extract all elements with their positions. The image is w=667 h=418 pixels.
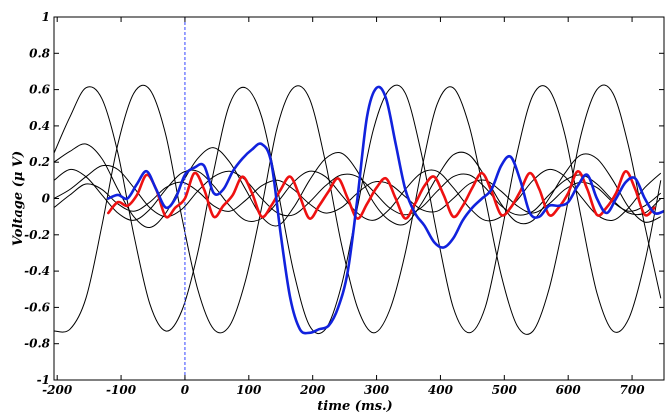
y-tick-label: 0.6 — [29, 83, 51, 97]
x-tick-label: 300 — [364, 383, 390, 397]
x-tick-label: 0 — [181, 383, 190, 397]
y-tick-label: 0.4 — [29, 119, 50, 133]
background-series-line-3 — [54, 143, 661, 229]
y-tick-label: 0.8 — [29, 46, 51, 60]
y-axis-label: Voltage (μ V) — [11, 151, 26, 246]
x-tick-label: -200 — [42, 383, 73, 397]
x-axis-label: time (ms.) — [317, 399, 392, 413]
y-tick-label: -0.8 — [24, 337, 51, 351]
background-series-group — [54, 84, 662, 335]
y-tick-label: 0.2 — [29, 155, 50, 169]
x-tick-label: 200 — [299, 383, 326, 397]
x-axis-ticks: -200 -100 0 100 200 300 400 500 600 700 — [42, 17, 645, 397]
highlighted-series-line-1 — [107, 170, 656, 220]
highlighted-series-group — [107, 85, 664, 335]
background-series-line-6 — [54, 168, 662, 222]
x-tick-label: 700 — [620, 383, 646, 397]
x-tick-label: 600 — [556, 383, 582, 397]
x-tick-label: 100 — [236, 383, 262, 397]
y-tick-label: -1 — [37, 373, 50, 387]
y-tick-label: -0.4 — [24, 264, 50, 278]
x-tick-label: 400 — [428, 383, 454, 397]
y-tick-label: 0 — [42, 192, 51, 206]
y-tick-label: -0.2 — [24, 228, 50, 242]
background-series-line-2 — [54, 84, 662, 334]
highlighted-series-line-2 — [107, 85, 664, 335]
background-series-line-4 — [54, 164, 662, 218]
background-series-line-1 — [54, 84, 662, 335]
x-tick-label: 500 — [492, 383, 518, 397]
y-tick-label: 1 — [42, 10, 50, 24]
y-tick-label: -0.6 — [24, 300, 51, 314]
y-axis-ticks: 1 0.8 0.6 0.4 0.2 0 -0.2 -0.4 -0.6 -0.8 -1 — [24, 10, 664, 387]
x-tick-label: -100 — [106, 383, 137, 397]
